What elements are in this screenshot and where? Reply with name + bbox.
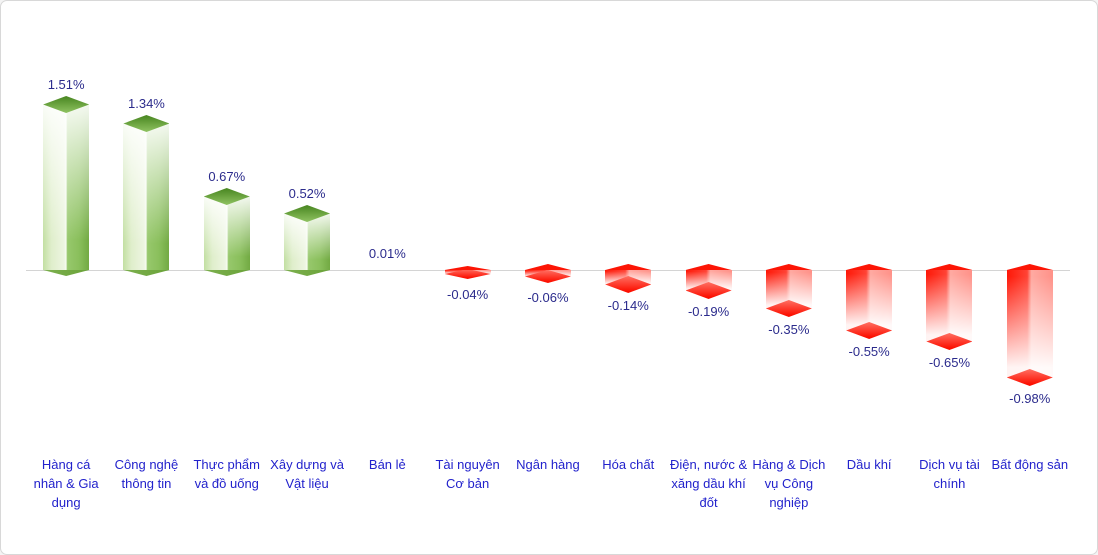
bar-3d-base-edge <box>1006 264 1053 270</box>
bar-3d-base-edge <box>926 264 973 270</box>
negative-bar-8[interactable] <box>685 264 732 299</box>
category-label-3: Xây dựng và Vật liệu <box>270 457 344 491</box>
category-label-2: Thực phẩm và đồ uống <box>193 457 260 491</box>
bar-3d-cap <box>444 269 491 279</box>
value-label-6: -0.06% <box>527 290 569 305</box>
bar-3d-base-edge <box>444 266 491 270</box>
bar-3d-cap <box>926 333 973 350</box>
bar-3d-base-edge <box>685 264 732 270</box>
bar-3d-cap <box>284 205 331 222</box>
category-label-5: Tài nguyên Cơ bản <box>435 457 500 491</box>
bar-3d-cap <box>203 188 250 205</box>
bar-3d-base-edge <box>524 264 571 270</box>
bar-3d-cap <box>123 115 170 132</box>
bar-3d-cap <box>765 300 812 317</box>
value-label-8: -0.19% <box>687 304 730 319</box>
category-label-6: Ngân hàng <box>516 457 580 472</box>
bar-3d-base-edge <box>846 264 893 270</box>
value-label-4: 0.01% <box>368 246 406 261</box>
positive-bar-0[interactable] <box>43 96 90 276</box>
negative-bar-12[interactable] <box>1006 264 1053 386</box>
category-label-12: Bất động sản <box>991 457 1069 472</box>
bar-3d-base-edge <box>284 270 331 276</box>
category-label-9: Hàng & Dịch vụ Công nghiệp <box>752 457 826 510</box>
bar-3d-cap <box>524 270 571 283</box>
negative-bar-6[interactable] <box>524 264 571 283</box>
negative-bar-7[interactable] <box>605 264 652 293</box>
value-label-9: -0.35% <box>768 322 810 337</box>
category-label-4: Bán lẻ <box>368 457 406 472</box>
value-label-11: -0.65% <box>928 355 971 370</box>
bar-3d-base-edge <box>123 270 170 276</box>
value-label-3: 0.52% <box>288 186 326 201</box>
category-label-11: Dịch vụ tài chính <box>919 457 980 491</box>
bar-3d-base-edge <box>605 264 652 270</box>
bar-3d-cap <box>1006 369 1053 386</box>
bar-3d-base-edge <box>203 270 250 276</box>
value-label-5: -0.04% <box>447 287 489 302</box>
category-label-1: Công nghệ thông tin <box>114 457 179 491</box>
positive-bar-1[interactable] <box>123 115 170 276</box>
category-label-7: Hóa chất <box>602 457 655 472</box>
bar-3d-cap <box>685 282 732 299</box>
category-label-10: Dầu khí <box>846 457 892 472</box>
value-label-0: 1.51% <box>47 77 85 92</box>
category-label-8: Điện, nước & xăng dầu khí đốt <box>669 457 748 510</box>
value-label-7: -0.14% <box>607 298 649 313</box>
negative-bar-9[interactable] <box>765 264 812 317</box>
value-label-12: -0.98% <box>1009 391 1051 406</box>
bar-3d-cap <box>846 322 893 339</box>
negative-bar-5[interactable] <box>444 266 491 279</box>
value-label-2: 0.67% <box>208 169 246 184</box>
bar-3d-cap <box>605 276 652 293</box>
negative-bar-11[interactable] <box>926 264 973 350</box>
bar-3d-cap <box>43 96 90 113</box>
value-label-10: -0.55% <box>848 344 890 359</box>
positive-bar-3[interactable] <box>284 205 331 276</box>
bar-3d-base-edge <box>765 264 812 270</box>
positive-bar-2[interactable] <box>203 188 250 276</box>
bar-3d-base-edge <box>43 270 90 276</box>
negative-bar-10[interactable] <box>846 264 893 339</box>
value-label-1: 1.34% <box>128 96 165 111</box>
category-label-0: Hàng cá nhân & Gia dụng <box>33 457 99 510</box>
